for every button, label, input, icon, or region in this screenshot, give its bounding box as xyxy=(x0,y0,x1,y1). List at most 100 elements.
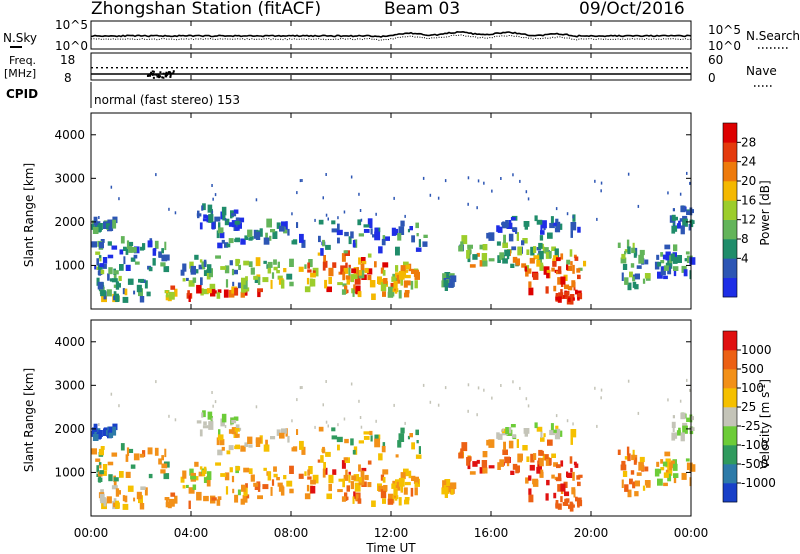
y-tick-label: 1000 xyxy=(54,465,85,479)
power-cell xyxy=(350,274,354,283)
power-cell xyxy=(265,232,268,241)
velocity-cell xyxy=(276,477,280,481)
velocity-cell xyxy=(678,427,681,434)
velocity-cell xyxy=(375,419,377,423)
velocity-cell xyxy=(208,421,214,430)
velocity-cell xyxy=(170,492,176,497)
power-cell xyxy=(689,257,696,265)
power-cell xyxy=(267,261,273,268)
velocity-cell xyxy=(367,482,372,488)
velocity-cell xyxy=(636,472,642,476)
velocity-cell xyxy=(108,474,113,482)
power-cell xyxy=(232,281,235,287)
velocity-cell xyxy=(393,403,395,407)
power-cell xyxy=(301,239,306,248)
velocity-cell xyxy=(577,504,580,508)
velocity-cell xyxy=(354,482,361,492)
freq-trace-mark xyxy=(336,67,338,69)
velocity-cell xyxy=(318,426,324,432)
power-cell xyxy=(237,222,242,229)
power-cell xyxy=(350,175,353,179)
velocity-cell xyxy=(596,424,598,428)
velocity-cell xyxy=(502,428,508,434)
velocity-cell xyxy=(102,470,107,476)
power-cell xyxy=(152,258,156,266)
velocity-cell xyxy=(429,400,432,404)
power-cell xyxy=(416,233,419,237)
power-cell xyxy=(235,259,241,264)
power-cell xyxy=(509,220,512,227)
power-cell xyxy=(566,259,571,265)
power-cell xyxy=(555,226,561,233)
power-cell xyxy=(553,255,558,260)
y-tick-label: 3000 xyxy=(54,378,85,392)
power-cell xyxy=(506,253,510,260)
freq-scatter-mark xyxy=(151,70,154,73)
velocity-cell xyxy=(248,468,253,474)
station-title: Zhongshan Station (fitACF) xyxy=(91,0,322,19)
y-tick-label: 1000 xyxy=(54,258,85,272)
velocity-cell xyxy=(97,477,103,482)
velocity-cell xyxy=(551,474,555,479)
power-cell xyxy=(197,210,200,219)
power-cell xyxy=(657,261,662,267)
power-cell xyxy=(367,253,372,258)
velocity-cell xyxy=(374,434,379,442)
velocity-cell xyxy=(198,471,203,477)
velocity-cell xyxy=(358,440,364,444)
freq-scatter-mark xyxy=(156,75,159,78)
velocity-cell xyxy=(279,432,285,439)
power-cell xyxy=(566,212,569,216)
power-cell xyxy=(212,197,214,201)
freq-trace-mark xyxy=(196,67,198,69)
velocity-cell xyxy=(472,461,478,467)
power-cell xyxy=(395,246,400,256)
velocity-y-ticks: 4000 3000 2000 1000 xyxy=(54,335,691,479)
velocity-cell xyxy=(291,447,296,452)
velocity-cell xyxy=(257,483,261,492)
power-cell xyxy=(545,252,551,259)
power-cell xyxy=(240,238,246,245)
power-cell xyxy=(550,216,554,224)
power-cell xyxy=(113,295,116,301)
power-cell xyxy=(664,244,671,250)
power-colorbar-label: Power [dB] xyxy=(758,180,772,245)
power-cell xyxy=(577,293,583,300)
power-cell xyxy=(358,233,364,237)
power-cell xyxy=(660,266,666,276)
velocity-cell xyxy=(642,485,646,491)
velocity-colorbar-tick-label: 500 xyxy=(741,362,764,376)
velocity-cell xyxy=(663,472,669,478)
power-cell xyxy=(672,208,675,212)
power-cell xyxy=(109,278,114,282)
velocity-cell xyxy=(118,404,120,408)
velocity-cell xyxy=(411,442,415,450)
velocity-cell xyxy=(444,479,451,486)
freq-trace-mark xyxy=(561,67,563,69)
velocity-cell xyxy=(216,437,220,446)
power-cell xyxy=(556,257,561,262)
power-cell xyxy=(286,273,293,280)
velocity-cell xyxy=(398,433,405,442)
power-cell xyxy=(158,254,165,258)
velocity-cell xyxy=(242,495,248,503)
velocity-cell xyxy=(103,428,109,436)
freq-scatter-mark xyxy=(155,73,158,76)
velocity-cell xyxy=(557,503,562,510)
power-cell xyxy=(540,230,545,235)
velocity-cell xyxy=(106,430,109,436)
power-cell xyxy=(142,243,146,250)
freq-tick-low: 8 xyxy=(64,71,72,85)
power-colorbar-tick-label: 12 xyxy=(741,213,756,227)
power-cell xyxy=(355,287,359,294)
velocity-cell xyxy=(404,481,411,486)
velocity-cell xyxy=(126,447,130,456)
power-cell xyxy=(228,238,234,244)
freq-trace-mark xyxy=(126,67,128,69)
freq-trace-mark xyxy=(301,67,303,69)
power-cell xyxy=(398,270,405,280)
power-cell xyxy=(488,258,495,262)
noise-traces xyxy=(90,30,692,41)
velocity-cell xyxy=(346,485,350,492)
power-cell xyxy=(660,252,664,257)
